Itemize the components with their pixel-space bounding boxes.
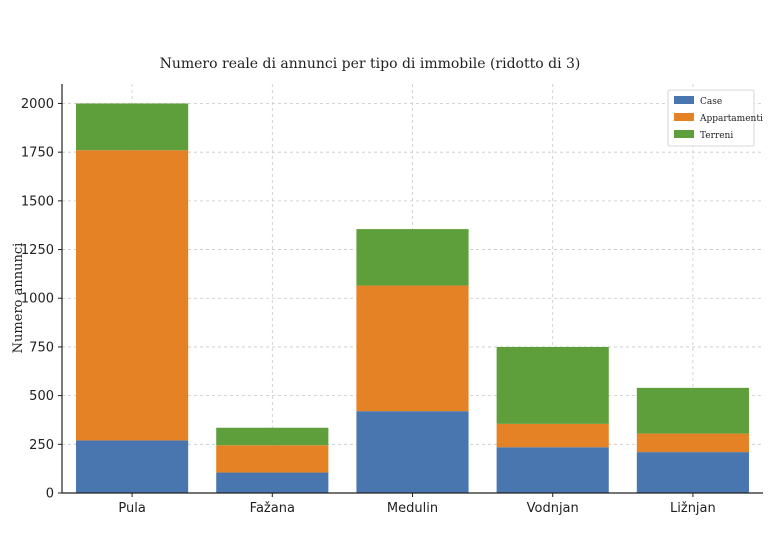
legend-swatch bbox=[674, 130, 694, 138]
y-tick-label: 1000 bbox=[21, 292, 54, 307]
y-tick-label: 1750 bbox=[21, 146, 54, 161]
legend-label: Case bbox=[700, 97, 722, 107]
axes bbox=[58, 84, 763, 497]
legend: Case Appartamenti Terreni bbox=[667, 89, 763, 147]
y-tick-label: 250 bbox=[29, 438, 54, 453]
bar-segment-appartamenti bbox=[496, 423, 609, 448]
bar-segment-appartamenti bbox=[356, 285, 469, 412]
y-tick-label: 0 bbox=[46, 487, 54, 502]
bar-segment-terreni bbox=[356, 229, 469, 286]
bar-segment-appartamenti bbox=[76, 150, 189, 441]
y-tick-label: 1500 bbox=[21, 194, 54, 209]
bar-segment-case bbox=[636, 452, 749, 493]
bar-segment-appartamenti bbox=[636, 433, 749, 453]
y-axis-label: Numero annunci bbox=[11, 243, 26, 354]
legend-label: Terreni bbox=[700, 131, 733, 141]
bar-segment-case bbox=[216, 472, 329, 493]
x-tick-label: Vodnjan bbox=[527, 501, 579, 516]
x-tick-label: Medulin bbox=[387, 501, 438, 516]
x-tick-label: Fažana bbox=[250, 501, 295, 516]
bars bbox=[76, 103, 749, 493]
y-tick-label: 2000 bbox=[21, 97, 54, 112]
legend-label: Appartamenti bbox=[699, 114, 763, 124]
y-tick-label: 1250 bbox=[21, 243, 54, 258]
bar-segment-terreni bbox=[636, 387, 749, 434]
bar-segment-terreni bbox=[496, 346, 609, 424]
bar-segment-case bbox=[496, 447, 609, 493]
legend-swatch bbox=[674, 113, 694, 121]
bar-segment-terreni bbox=[76, 103, 189, 151]
x-tick-label: Pula bbox=[118, 501, 145, 516]
x-tick-label: Ližnjan bbox=[670, 501, 716, 516]
legend-swatch bbox=[674, 96, 694, 104]
bar-segment-case bbox=[76, 440, 189, 493]
y-tick-label: 750 bbox=[29, 340, 54, 355]
bar-segment-case bbox=[356, 411, 469, 493]
bar-segment-terreni bbox=[216, 427, 329, 446]
bar-segment-appartamenti bbox=[216, 445, 329, 473]
chart-title: Numero reale di annunci per tipo di immo… bbox=[160, 56, 581, 72]
tick-labels: 0 250 500 750 1000 1250 1500 1750 2000 Pula Fažana… bbox=[21, 97, 716, 516]
y-tick-label: 500 bbox=[29, 389, 54, 404]
